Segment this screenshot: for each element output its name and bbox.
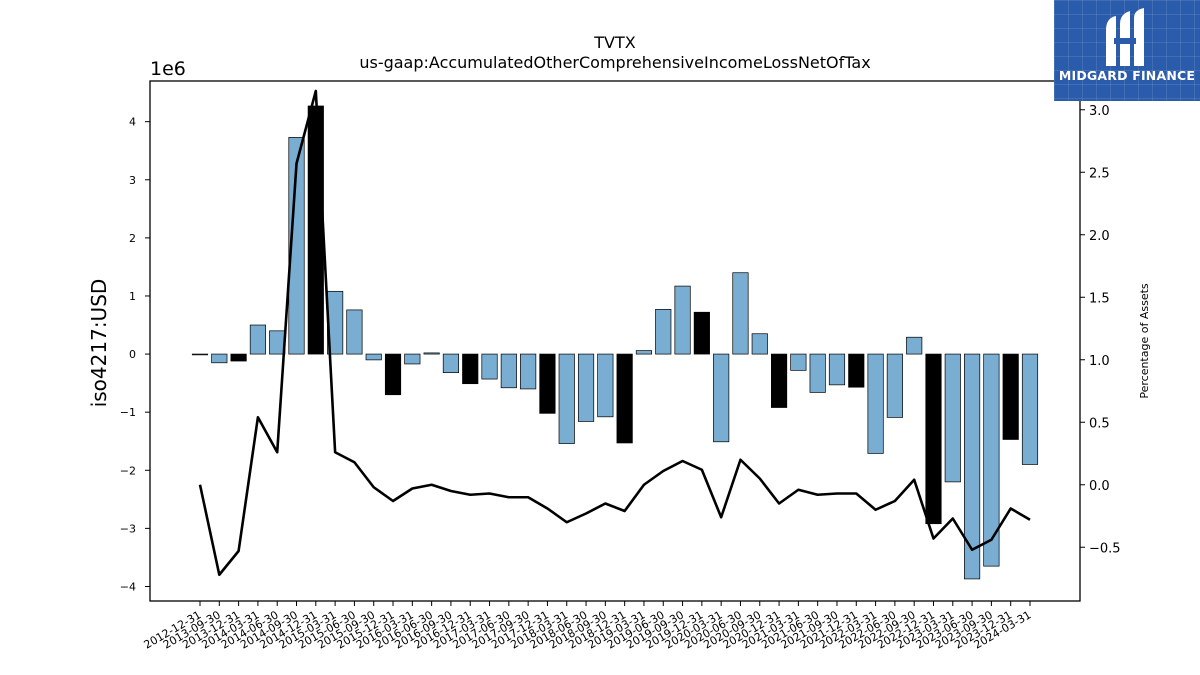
bar-2015-06-30: [346, 309, 363, 355]
bar-2018-12-31: [616, 353, 633, 444]
bar-2021-12-31: [848, 353, 865, 388]
bar-2017-12-31: [539, 353, 556, 414]
y2-tick-label: 1.5: [1089, 291, 1110, 306]
bar-2016-09-30: [442, 353, 459, 374]
bar-2022-12-31: [925, 353, 942, 525]
plot-frame: [149, 80, 1081, 602]
bar-2016-03-31: [404, 353, 421, 365]
bar-2019-06-30: [655, 308, 672, 355]
bar-2018-09-30: [597, 353, 614, 418]
bar-2017-06-30: [500, 353, 517, 389]
y-tick-label: −3: [120, 522, 136, 535]
midgard-logo-icon: [1106, 8, 1144, 66]
bar-2013-12-31: [230, 353, 247, 362]
y2-axis-label: Percentage of Assets: [1138, 283, 1151, 399]
bar-series: [191, 105, 1039, 580]
chart-subtitle: us-gaap:AccumulatedOtherComprehensiveInc…: [359, 53, 870, 72]
bar-2022-09-30: [906, 336, 923, 355]
y-tick-label: 1: [129, 290, 136, 303]
bar-2023-09-30: [983, 353, 1000, 567]
y-tick-label: 4: [129, 116, 136, 129]
bar-2021-03-31: [790, 353, 807, 371]
line-series: [198, 89, 1031, 577]
bar-2014-03-31: [249, 324, 266, 355]
y-tick-label: −2: [120, 464, 136, 477]
y2-axis: 3.0 2.5 2.0 1.5 1.0 0.5 0.0 −0.5: [1080, 104, 1121, 556]
bar-2020-09-30: [751, 333, 768, 355]
y-axis: 4 3 2 1 0 −1 −2 −3 −4: [120, 116, 150, 593]
bar-2013-09-30: [211, 353, 228, 364]
y-axis-label: iso4217:USD: [87, 279, 111, 408]
bar-2016-12-31: [462, 353, 479, 385]
bar-2022-06-30: [886, 353, 903, 418]
y2-tick-label: 1.0: [1089, 354, 1110, 369]
y-tick-label: 0: [129, 348, 136, 361]
bar-2019-09-30: [674, 285, 691, 355]
y-axis-offset-label: 1e6: [150, 58, 186, 80]
bar-2017-03-31: [481, 353, 498, 380]
logo-text: MIDGARD FINANCE: [1058, 68, 1196, 83]
y-tick-label: −1: [120, 406, 136, 419]
bar-2012-12-31: [191, 353, 209, 356]
chart-title: TVTX: [593, 33, 635, 52]
x-axis: 2012-12-312013-09-302013-12-312014-03-31…: [142, 601, 1034, 652]
bar-2024-03-31: [1021, 353, 1039, 465]
bar-2023-06-30: [964, 353, 981, 580]
bar-2019-03-31: [635, 350, 653, 355]
bar-2014-06-30: [269, 330, 286, 355]
bar-2020-03-31: [713, 353, 730, 443]
bar-2021-06-30: [809, 353, 826, 393]
bar-2020-12-31: [770, 353, 788, 408]
y-tick-label: 2: [129, 232, 136, 245]
bar-2023-12-31: [1002, 353, 1019, 440]
bar-2015-12-31: [384, 353, 402, 396]
bar-2015-09-30: [365, 353, 382, 361]
y2-tick-label: −0.5: [1089, 541, 1121, 556]
bar-2016-06-30: [423, 352, 440, 355]
y2-tick-label: 0.0: [1089, 479, 1110, 494]
bar-2023-03-31: [944, 353, 961, 483]
bar-2019-12-31: [693, 311, 710, 355]
midgard-finance-logo: MIDGARD FINANCE: [1054, 0, 1200, 101]
y-tick-label: −4: [120, 580, 136, 593]
bar-2018-03-31: [558, 353, 575, 444]
bar-2021-09-30: [828, 353, 846, 386]
y2-tick-label: 0.5: [1089, 416, 1110, 431]
y-tick-label: 3: [129, 174, 136, 187]
y2-tick-label: 2.0: [1089, 229, 1110, 244]
y2-tick-label: 2.5: [1089, 166, 1110, 181]
bar-2014-09-30: [288, 137, 305, 355]
bar-2017-09-30: [520, 353, 537, 390]
bar-2018-06-30: [577, 353, 595, 422]
bar-2020-06-30: [732, 272, 749, 355]
y2-tick-label: 3.0: [1089, 104, 1110, 119]
bar-2014-12-31: [307, 105, 324, 355]
bar-2022-03-31: [867, 353, 884, 454]
percentage-of-assets-line: [198, 89, 1031, 577]
